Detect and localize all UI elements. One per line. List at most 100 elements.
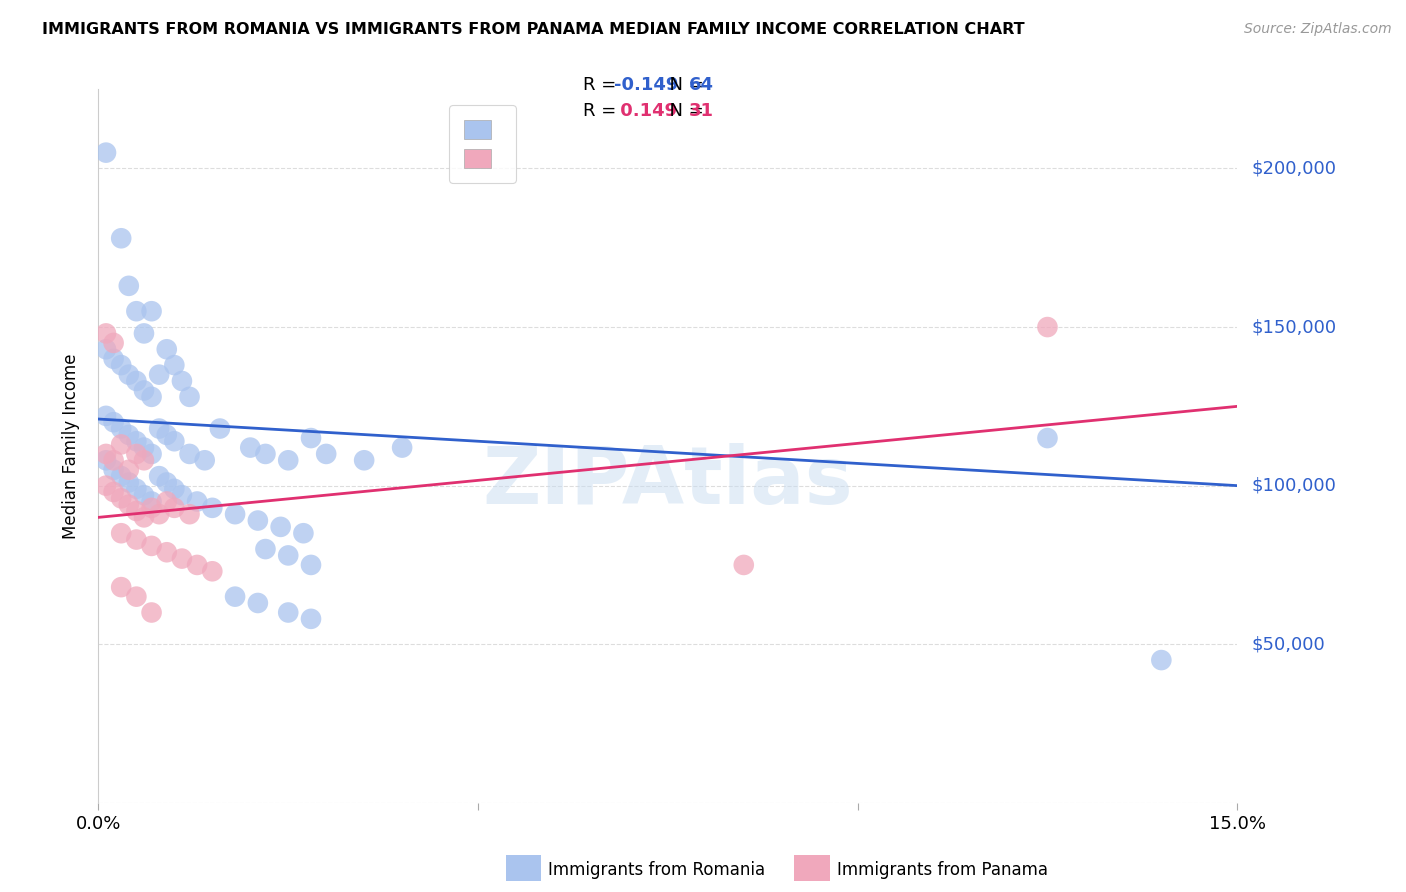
Point <box>94 447 117 461</box>
Point <box>94 326 117 341</box>
Text: 0.149: 0.149 <box>614 103 678 120</box>
Point <box>103 463 125 477</box>
Point <box>179 390 201 404</box>
Point <box>156 475 179 490</box>
Text: R =: R = <box>583 76 623 94</box>
Point <box>132 453 155 467</box>
Point <box>1036 320 1059 334</box>
Point <box>246 596 269 610</box>
Point <box>299 612 322 626</box>
Point <box>148 507 170 521</box>
Point <box>125 504 148 518</box>
Point <box>110 437 132 451</box>
Point <box>118 498 141 512</box>
Point <box>141 494 163 508</box>
Point <box>179 447 201 461</box>
Text: $50,000: $50,000 <box>1251 635 1324 653</box>
Point <box>110 231 132 245</box>
Point <box>110 526 132 541</box>
Point <box>94 145 117 160</box>
Point <box>125 482 148 496</box>
Point <box>254 447 277 461</box>
Point <box>148 368 170 382</box>
Point <box>103 351 125 366</box>
Point <box>132 326 155 341</box>
Point <box>224 590 246 604</box>
Point <box>125 533 148 547</box>
Point <box>299 558 322 572</box>
Point <box>141 304 163 318</box>
Point <box>110 358 132 372</box>
Point <box>270 520 292 534</box>
Point <box>118 463 141 477</box>
Point <box>277 606 299 620</box>
Point <box>132 441 155 455</box>
Legend: , : , <box>449 105 516 183</box>
Point <box>118 475 141 490</box>
Point <box>148 421 170 435</box>
Point <box>186 494 208 508</box>
Point <box>132 510 155 524</box>
Point <box>1036 431 1059 445</box>
Text: $200,000: $200,000 <box>1251 160 1336 178</box>
Point <box>110 421 132 435</box>
Point <box>110 469 132 483</box>
Point <box>277 453 299 467</box>
Point <box>148 469 170 483</box>
Text: N =: N = <box>658 76 710 94</box>
Point <box>103 453 125 467</box>
Point <box>103 415 125 429</box>
Point <box>170 488 193 502</box>
Point <box>125 590 148 604</box>
Point <box>733 558 755 572</box>
Point <box>132 384 155 398</box>
Text: N =: N = <box>658 103 710 120</box>
Point <box>194 453 217 467</box>
Point <box>1150 653 1173 667</box>
Point <box>201 564 224 578</box>
Point <box>103 335 125 350</box>
Point <box>141 390 163 404</box>
Point <box>315 447 337 461</box>
Point <box>353 453 375 467</box>
Point <box>239 441 262 455</box>
Point <box>254 542 277 557</box>
Point <box>94 409 117 423</box>
Point <box>163 358 186 372</box>
Point <box>224 507 246 521</box>
Point <box>201 500 224 515</box>
Point <box>391 441 413 455</box>
Text: IMMIGRANTS FROM ROMANIA VS IMMIGRANTS FROM PANAMA MEDIAN FAMILY INCOME CORRELATI: IMMIGRANTS FROM ROMANIA VS IMMIGRANTS FR… <box>42 22 1025 37</box>
Y-axis label: Median Family Income: Median Family Income <box>62 353 80 539</box>
Point <box>118 428 141 442</box>
Text: $100,000: $100,000 <box>1251 476 1336 495</box>
Point <box>156 428 179 442</box>
Point <box>163 500 186 515</box>
Text: 31: 31 <box>689 103 714 120</box>
Point <box>132 488 155 502</box>
Point <box>125 374 148 388</box>
Point <box>118 278 141 293</box>
Text: -0.149: -0.149 <box>614 76 679 94</box>
Point <box>299 431 322 445</box>
Point <box>156 545 179 559</box>
Point <box>94 343 117 357</box>
Text: R =: R = <box>583 103 628 120</box>
Point <box>208 421 231 435</box>
Text: $150,000: $150,000 <box>1251 318 1336 336</box>
Point <box>94 453 117 467</box>
Text: 64: 64 <box>689 76 714 94</box>
Point <box>110 491 132 506</box>
Text: Source: ZipAtlas.com: Source: ZipAtlas.com <box>1244 22 1392 37</box>
Point <box>110 580 132 594</box>
Point <box>163 482 186 496</box>
Point <box>125 447 148 461</box>
Point <box>170 374 193 388</box>
Point <box>141 606 163 620</box>
Point <box>125 304 148 318</box>
Point <box>170 551 193 566</box>
Point <box>94 478 117 492</box>
Point <box>186 558 208 572</box>
Point <box>141 500 163 515</box>
Text: Immigrants from Romania: Immigrants from Romania <box>548 861 765 879</box>
